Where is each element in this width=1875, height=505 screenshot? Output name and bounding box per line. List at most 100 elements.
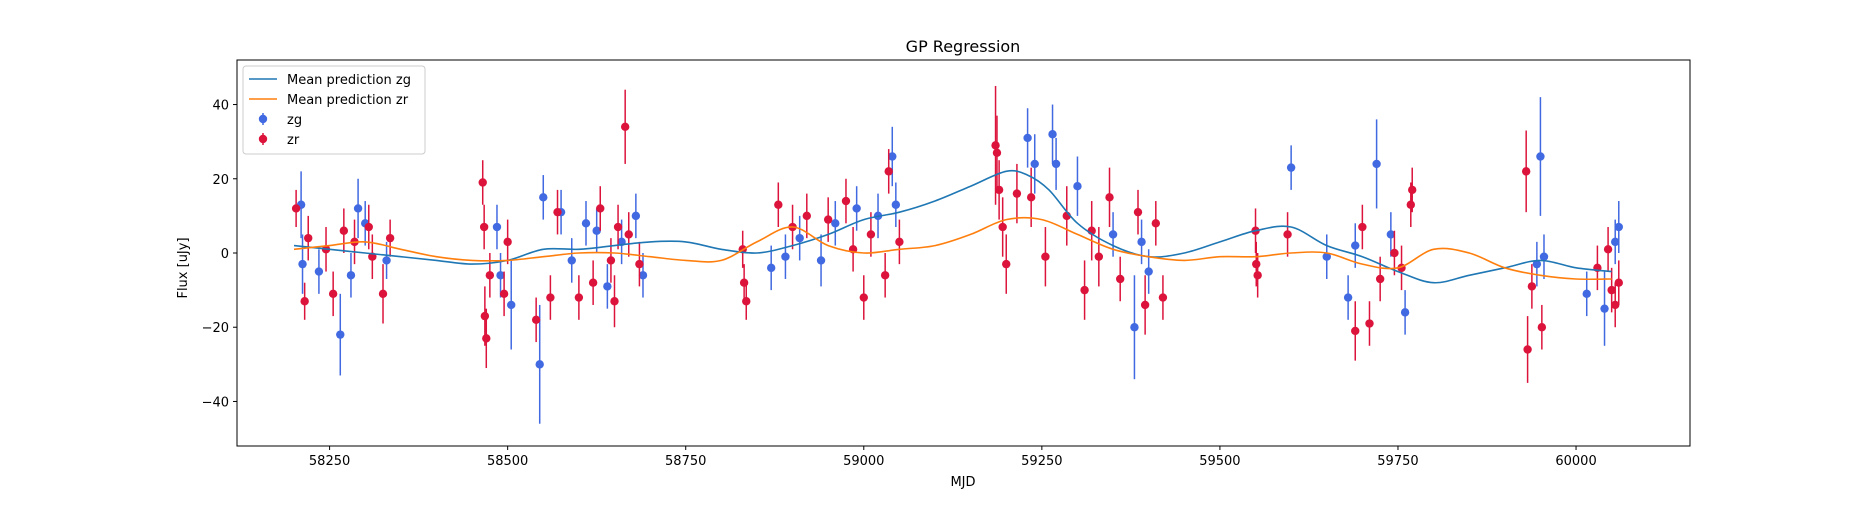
point-zg-9 (496, 271, 505, 280)
point-zr-15 (485, 271, 495, 280)
point-zr-70 (1390, 248, 1399, 258)
point-zg-15 (581, 219, 591, 228)
y-axis-label: Flux [uJy] (176, 237, 191, 298)
legend-marker-3 (258, 134, 268, 144)
point-zr-69 (1375, 274, 1385, 284)
point-zr-65 (1283, 230, 1292, 239)
point-zr-56 (1105, 193, 1114, 202)
x-tick-label-0: 58250 (309, 454, 350, 469)
point-zg-49 (1582, 289, 1591, 299)
point-zg-28 (888, 152, 897, 161)
legend-label-1: Mean prediction zr (287, 93, 409, 108)
point-zr-17 (503, 237, 512, 247)
point-zr-49 (1012, 189, 1022, 198)
y-tick-label-1: −20 (202, 321, 229, 336)
point-zr-7 (364, 222, 373, 232)
y-tick-label-4: 40 (212, 99, 229, 114)
point-zr-5 (339, 226, 349, 235)
point-zg-20 (638, 271, 648, 280)
series-line-1 (293, 216, 1612, 281)
legend-box (242, 65, 426, 155)
point-zg-17 (603, 282, 612, 291)
point-zr-51 (1041, 252, 1050, 261)
point-zr-47 (998, 222, 1007, 232)
point-zg-31 (1030, 159, 1039, 169)
point-zr-82 (1614, 278, 1623, 287)
point-zr-33 (774, 200, 783, 209)
point-zg-46 (1532, 259, 1542, 269)
point-zg-29 (891, 200, 901, 209)
point-zg-35 (1108, 230, 1118, 239)
point-zg-12 (539, 193, 548, 202)
point-zr-23 (596, 204, 605, 213)
point-zg-24 (816, 256, 826, 265)
point-zg-44 (1386, 230, 1396, 239)
point-zr-12 (479, 222, 489, 232)
point-zg-34 (1073, 181, 1082, 191)
legend-label-3: zr (287, 133, 300, 148)
point-zg-1 (298, 259, 307, 269)
point-zr-24 (606, 256, 616, 265)
point-zr-74 (1521, 167, 1531, 176)
point-zg-50 (1600, 304, 1609, 313)
point-zr-13 (480, 311, 490, 321)
point-zr-48 (1002, 259, 1011, 269)
legend-label-2: zg (287, 113, 302, 128)
point-zg-14 (567, 256, 576, 265)
point-zg-41 (1343, 293, 1353, 302)
series-zr-points (291, 85, 1623, 383)
point-zr-1 (300, 297, 309, 306)
x-tick-label-4: 59250 (1021, 454, 1062, 469)
point-zr-39 (859, 293, 868, 302)
point-zr-79 (1603, 245, 1613, 254)
point-zr-45 (992, 148, 1002, 157)
y-tick-label-3: 20 (212, 173, 229, 188)
x-axis-label: MJD (950, 475, 975, 490)
point-zr-59 (1140, 300, 1150, 310)
point-zg-22 (781, 252, 790, 261)
point-zg-16 (592, 226, 601, 235)
point-zg-23 (795, 233, 804, 243)
y-tick-label-2: 0 (221, 247, 229, 262)
legend-label-0: Mean prediction zg (287, 73, 411, 88)
point-zr-14 (482, 334, 491, 343)
chart-title: GP Regression (906, 37, 1021, 56)
point-zr-22 (588, 278, 598, 287)
point-zr-32 (742, 297, 751, 306)
point-zg-38 (1144, 267, 1153, 276)
point-zr-63 (1252, 259, 1261, 269)
point-zr-57 (1115, 274, 1125, 284)
point-zr-40 (866, 230, 876, 239)
point-zr-4 (328, 289, 338, 299)
point-zr-75 (1523, 345, 1532, 354)
point-zr-11 (478, 178, 487, 187)
point-zr-31 (739, 278, 749, 287)
point-zg-25 (831, 219, 840, 228)
point-zg-21 (766, 263, 776, 273)
point-zg-33 (1051, 159, 1061, 169)
axis-ticks: 58250 58500 58750 59000 59250 59500 59750 60000… (202, 99, 1597, 469)
point-zg-39 (1286, 163, 1296, 172)
point-zr-73 (1408, 185, 1417, 195)
point-zr-55 (1094, 252, 1104, 261)
point-zg-47 (1536, 152, 1545, 161)
x-tick-label-6: 59750 (1377, 454, 1418, 469)
point-zr-76 (1527, 282, 1537, 291)
point-zr-16 (499, 289, 509, 299)
point-zr-81 (1611, 300, 1620, 310)
point-zr-2 (304, 233, 313, 243)
x-tick-label-3: 59000 (843, 454, 884, 469)
point-zr-58 (1133, 207, 1143, 217)
point-zr-27 (620, 122, 630, 132)
point-zg-42 (1351, 241, 1360, 250)
x-tick-label-2: 58750 (665, 454, 706, 469)
series-zg-points (296, 97, 1623, 424)
point-zr-29 (635, 259, 644, 269)
point-zr-20 (553, 207, 562, 217)
series-line-0 (293, 169, 1612, 284)
point-zg-8 (492, 222, 502, 232)
point-zr-67 (1358, 222, 1367, 232)
point-zr-80 (1607, 285, 1616, 295)
point-zr-26 (613, 222, 623, 232)
